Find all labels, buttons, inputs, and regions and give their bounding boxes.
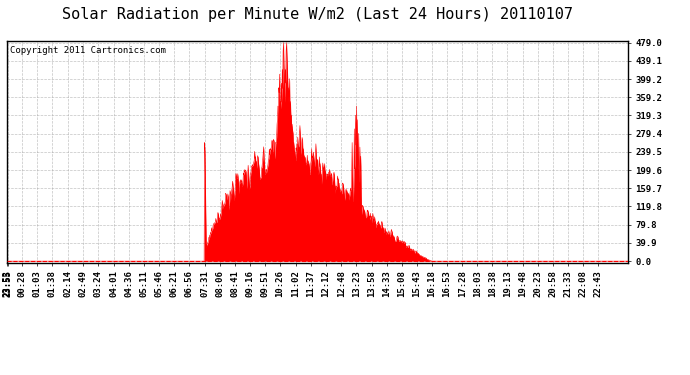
Text: Solar Radiation per Minute W/m2 (Last 24 Hours) 20110107: Solar Radiation per Minute W/m2 (Last 24… [62, 8, 573, 22]
Text: Copyright 2011 Cartronics.com: Copyright 2011 Cartronics.com [10, 46, 166, 55]
